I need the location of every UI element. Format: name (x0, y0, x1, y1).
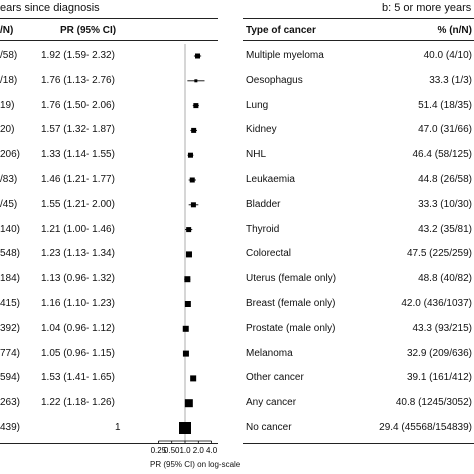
row-n: 774) (0, 347, 21, 359)
point-estimate-marker (189, 177, 195, 183)
row-n: 594) (0, 372, 21, 384)
point-estimate-marker (184, 276, 191, 283)
column-percent-header: % (n/N) (437, 25, 472, 36)
row-percent: 48.8 (40/82) (418, 273, 472, 285)
point-estimate-marker (185, 251, 192, 258)
row-pr-ci: 1.21 (1.00- 1.46) (41, 223, 115, 235)
row-percent: 40.0 (4/10) (423, 50, 472, 61)
x-tick-label: 0.50 (164, 446, 180, 455)
row-pr-ci: 1.05 (0.96- 1.15) (41, 347, 115, 359)
row-pr-ci: 1.13 (0.96- 1.32) (41, 273, 115, 285)
x-tick-label: 1.0 (179, 446, 191, 455)
panel-b-header-rule (243, 40, 474, 41)
row-cancer-type: Breast (female only) (246, 298, 336, 309)
point-estimate-marker (184, 301, 191, 307)
point-estimate-marker (186, 227, 192, 233)
point-estimate-marker (182, 325, 189, 332)
row-cancer-type: Leukaemia (246, 174, 295, 185)
row-pr-ci: 1.57 (1.32- 1.87) (41, 124, 115, 136)
row-percent: 29.4 (45568/154839) (379, 422, 472, 433)
row-n: 140) (0, 223, 21, 235)
row-pr-ci: 1.76 (1.50- 2.06) (41, 99, 115, 111)
row-cancer-type: No cancer (246, 422, 292, 433)
row-cancer-type: Any cancer (246, 397, 297, 409)
row-pr-ci: 1.04 (0.96- 1.12) (41, 322, 115, 334)
row-n: /83) (0, 174, 18, 185)
row-percent: 39.1 (161/412) (406, 372, 472, 384)
point-estimate-marker (190, 202, 196, 208)
row-pr-ci: 1.33 (1.14- 1.55) (41, 149, 115, 161)
row-percent: 33.3 (1/3) (429, 74, 472, 86)
row-n: 548) (0, 248, 21, 260)
row-cancer-type: Colorectal (246, 248, 292, 260)
point-estimate-marker (195, 53, 201, 59)
x-tick-label: 4.0 (206, 446, 218, 455)
x-tick-label: 0.25 (151, 446, 167, 455)
column-n-header: /N) (0, 25, 14, 36)
row-cancer-type: Melanoma (246, 347, 293, 359)
point-estimate-marker (187, 152, 193, 158)
row-percent: 43.3 (93/215) (412, 322, 473, 334)
row-percent: 47.0 (31/66) (418, 124, 472, 136)
panel-a-header-rule (0, 40, 218, 41)
row-pr-ci: 1 (115, 422, 121, 433)
panel-a-title: ears since diagnosis (0, 2, 100, 14)
row-n: 206) (0, 149, 21, 161)
row-cancer-type: Other cancer (246, 372, 304, 384)
panel-b-top-rule (243, 18, 474, 19)
point-estimate-marker (179, 422, 191, 434)
point-estimate-marker (182, 350, 189, 357)
row-pr-ci: 1.46 (1.21- 1.77) (41, 174, 115, 185)
row-pr-ci: 1.53 (1.41- 1.65) (41, 372, 115, 384)
row-percent: 51.4 (18/35) (418, 99, 472, 111)
row-percent: 44.8 (26/58) (418, 174, 472, 185)
column-pr-header: PR (95% CI) (60, 25, 117, 36)
row-pr-ci: 1.22 (1.18- 1.26) (41, 397, 115, 409)
row-n: /18) (0, 74, 18, 86)
row-percent: 42.0 (436/1037) (401, 298, 472, 309)
point-estimate-marker (194, 79, 198, 83)
x-tick-label: 2.0 (193, 446, 205, 455)
x-axis-label: PR (95% CI) on log-scale (150, 460, 241, 469)
point-estimate-marker (191, 127, 197, 133)
point-estimate-marker (190, 375, 197, 382)
row-pr-ci: 1.92 (1.59- 2.32) (41, 50, 115, 61)
row-percent: 40.8 (1245/3052) (395, 397, 472, 409)
row-cancer-type: Prostate (male only) (246, 322, 336, 334)
row-pr-ci: 1.16 (1.10- 1.23) (41, 298, 115, 309)
row-n: 415) (0, 298, 21, 309)
row-cancer-type: Bladder (246, 198, 281, 210)
row-n: 184) (0, 273, 21, 285)
row-cancer-type: NHL (246, 149, 267, 161)
point-estimate-marker (184, 399, 193, 408)
point-estimate-marker (193, 103, 199, 109)
row-cancer-type: Lung (246, 99, 269, 111)
row-n: 392) (0, 322, 21, 334)
row-cancer-type: Kidney (246, 124, 277, 136)
row-n: 439) (0, 422, 21, 433)
row-pr-ci: 1.76 (1.13- 2.76) (41, 74, 115, 86)
panel-b-title: b: 5 or more years si (382, 2, 474, 14)
row-percent: 32.9 (209/636) (406, 347, 472, 359)
row-cancer-type: Oesophagus (246, 74, 303, 86)
row-n: /58) (0, 50, 18, 61)
row-n: 19) (0, 99, 15, 111)
row-n: 20) (0, 124, 15, 136)
row-n: /45) (0, 198, 18, 210)
row-percent: 46.4 (58/125) (412, 149, 473, 161)
panel-a-bottom-rule (0, 443, 218, 444)
row-percent: 47.5 (225/259) (406, 248, 472, 260)
row-cancer-type: Multiple myeloma (246, 50, 324, 61)
row-pr-ci: 1.55 (1.21- 2.00) (41, 198, 115, 210)
column-cancer-type-header: Type of cancer (246, 25, 316, 36)
panel-b-bottom-rule (243, 443, 474, 444)
row-percent: 33.3 (10/30) (418, 198, 472, 210)
row-cancer-type: Uterus (female only) (246, 273, 337, 285)
row-cancer-type: Thyroid (246, 223, 280, 235)
row-percent: 43.2 (35/81) (418, 223, 472, 235)
row-pr-ci: 1.23 (1.13- 1.34) (41, 248, 115, 260)
panel-a-top-rule (0, 18, 218, 19)
row-n: 263) (0, 397, 21, 409)
